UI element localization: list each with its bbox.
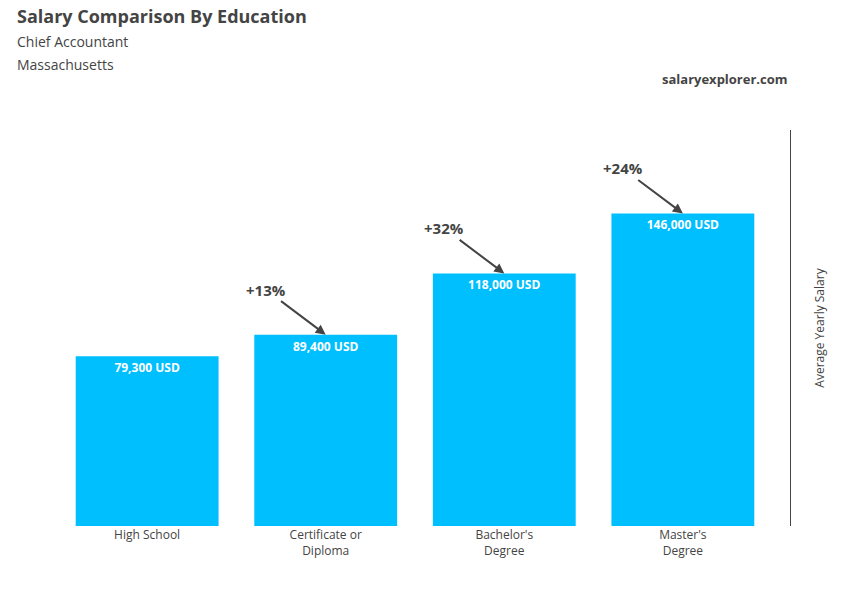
svg-text:118,000 USD: 118,000 USD bbox=[468, 276, 540, 293]
svg-text:salaryexplorer.com: salaryexplorer.com bbox=[662, 70, 788, 88]
svg-text:+13%: +13% bbox=[246, 280, 286, 300]
svg-text:Master'sDegree: Master'sDegree bbox=[659, 526, 707, 559]
svg-text:Salary Comparison By Education: Salary Comparison By EducationChief Acco… bbox=[17, 4, 307, 74]
svg-text:Bachelor'sDegree: Bachelor'sDegree bbox=[475, 526, 533, 559]
svg-text:Certificate orDiploma: Certificate orDiploma bbox=[290, 526, 362, 559]
svg-text:+24%: +24% bbox=[603, 158, 643, 178]
svg-text:146,000 USD: 146,000 USD bbox=[647, 216, 719, 233]
svg-text:79,300 USD: 79,300 USD bbox=[114, 359, 180, 376]
svg-text:+32%: +32% bbox=[424, 218, 464, 238]
svg-text:High School: High School bbox=[114, 526, 180, 543]
svg-text:Average Yearly Salary: Average Yearly Salary bbox=[811, 267, 828, 387]
svg-text:89,400 USD: 89,400 USD bbox=[293, 338, 359, 355]
